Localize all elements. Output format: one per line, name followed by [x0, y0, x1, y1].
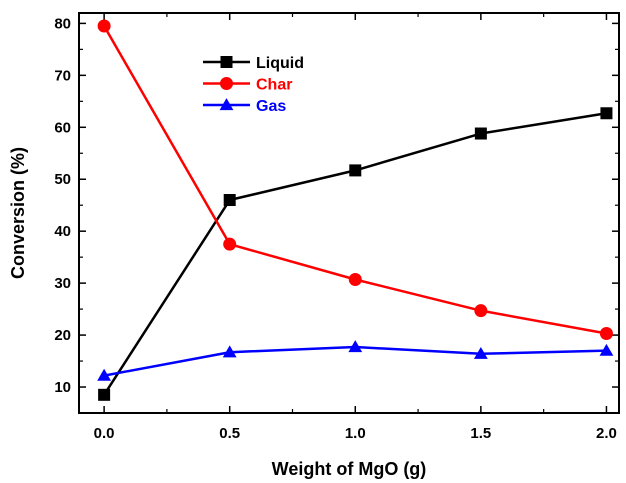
legend-label-liquid: Liquid	[256, 55, 304, 72]
x-tick-label: 1.5	[470, 425, 491, 442]
data-point-gas	[599, 343, 614, 356]
data-point-gas	[473, 346, 488, 359]
data-point-gas	[348, 340, 363, 353]
plot-frame	[78, 12, 620, 414]
data-point-liquid	[349, 164, 362, 177]
x-tick-label: 0.0	[94, 425, 115, 442]
data-point-gas	[222, 345, 237, 358]
y-tick-label: 70	[54, 67, 71, 84]
legend-label-char: Char	[256, 77, 292, 94]
legend-label-gas: Gas	[256, 98, 286, 115]
legend: Liquid Char Gas	[203, 55, 304, 115]
y-tick-label: 50	[54, 171, 71, 188]
data-point-char	[474, 304, 488, 318]
data-point-char	[599, 327, 613, 341]
ticks: 0.0 0.5 1.0 1.5 2.0 10 20 30 40 50 60 70 80	[54, 13, 619, 442]
data-point-char	[348, 272, 362, 286]
x-tick-label: 2.0	[596, 425, 617, 442]
y-tick-label: 20	[54, 327, 71, 344]
y-tick-label: 10	[54, 379, 71, 396]
data-point-liquid	[474, 127, 487, 140]
data-point-liquid	[600, 107, 613, 120]
x-tick-label: 0.5	[219, 425, 240, 442]
y-tick-label: 80	[54, 15, 71, 32]
y-tick-label: 60	[54, 119, 71, 136]
y-axis-label: Conversion (%)	[8, 147, 28, 279]
x-tick-label: 1.0	[345, 425, 366, 442]
legend-marker-char	[220, 77, 233, 90]
data-point-gas	[97, 368, 112, 381]
series-lines	[103, 25, 607, 396]
y-tick-label: 40	[54, 223, 71, 240]
x-axis-label: Weight of MgO (g)	[272, 459, 427, 479]
data-point-liquid	[98, 388, 111, 401]
legend-marker-liquid	[220, 56, 233, 68]
series-line-char	[103, 25, 607, 335]
y-tick-label: 30	[54, 275, 71, 292]
data-point-liquid	[223, 194, 236, 207]
series-markers	[97, 19, 614, 401]
data-point-char	[223, 237, 237, 251]
legend-marker-gas	[219, 98, 234, 111]
data-point-char	[97, 19, 111, 33]
